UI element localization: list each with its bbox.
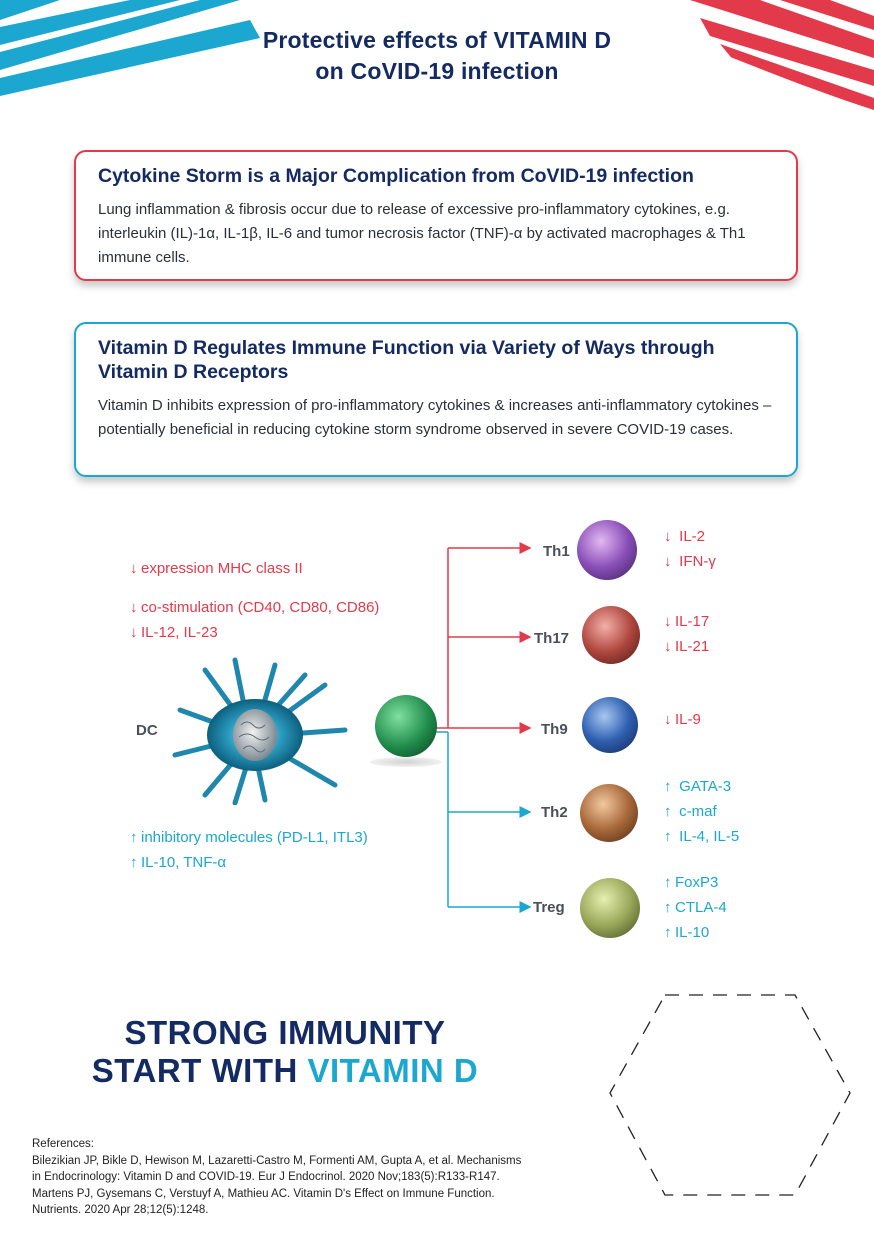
treg-label: Treg (533, 899, 565, 916)
dc-effect-down-1: ↓ expression MHC class II (130, 557, 303, 581)
header-banner: Protective effects of VITAMIN D on CoVID… (0, 0, 874, 120)
th17-effect-1: ↓ IL-17 (664, 610, 709, 634)
dc-effect-down-3: ↓ IL-12, IL-23 (130, 621, 218, 645)
down-arrow-icon: ↓ (130, 624, 138, 641)
down-arrow-icon: ↓ (664, 553, 672, 570)
treg-effect-3: ↑ IL-10 (664, 921, 709, 945)
down-arrow-icon: ↓ (664, 613, 672, 630)
references-heading: References: (32, 1138, 95, 1150)
references: References: Bilezikian JP, Bikle D, Hewi… (32, 1136, 592, 1219)
connector-lines (436, 542, 532, 913)
reference-2-line-2: Nutrients. 2020 Apr 28;12(5):1248. (32, 1204, 209, 1216)
th2-effect-1: ↑ GATA-3 (664, 775, 731, 799)
vitamin-d-heading: Vitamin D Regulates Immune Function via … (98, 337, 715, 383)
cytokine-storm-body: Lung inflammation & fibrosis occur due t… (98, 201, 746, 266)
up-arrow-icon: ↑ (664, 899, 672, 916)
treg-cell-icon (580, 878, 640, 938)
up-arrow-icon: ↑ (664, 924, 672, 941)
th2-effect-2: ↑ c-maf (664, 800, 717, 824)
cytokine-storm-box: Cytokine Storm is a Major Complication f… (74, 150, 798, 281)
reference-2-line-1: Martens PJ, Gysemans C, Verstuyf A, Math… (32, 1187, 495, 1200)
treg-effect-2: ↑ CTLA-4 (664, 896, 727, 920)
up-arrow-icon: ↑ (664, 803, 672, 820)
up-arrow-icon: ↑ (664, 778, 672, 795)
reference-1-line-1: Bilezikian JP, Bikle D, Hewison M, Lazar… (32, 1154, 522, 1167)
th2-effect-3: ↑ IL-4, IL-5 (664, 825, 739, 849)
header-decoration (0, 0, 874, 120)
th17-label: Th17 (534, 630, 570, 647)
th2-cell-icon (580, 784, 638, 842)
slogan-highlight: VITAMIN D (307, 1052, 479, 1089)
th9-label: Th9 (541, 721, 568, 738)
up-arrow-icon: ↑ (130, 829, 138, 846)
reference-1-line-2: in Endocrinology: Vitamin D and COVID-19… (32, 1171, 500, 1183)
naive-t-cell-icon (375, 695, 437, 757)
dendritic-cell-image (172, 657, 348, 805)
treg-effect-1: ↑ FoxP3 (664, 871, 718, 895)
vitamin-d-body: Vitamin D inhibits expression of pro-inf… (98, 397, 772, 438)
th9-cell-icon (582, 697, 638, 753)
page-title-line-2: on CoVID-19 infection (315, 58, 559, 84)
th17-effect-2: ↓ IL-21 (664, 635, 709, 659)
down-arrow-icon: ↓ (664, 711, 672, 728)
red-stripes (690, 0, 874, 112)
dc-label: DC (136, 722, 158, 739)
red-connectors (436, 542, 532, 734)
dashed-hexagon-placeholder (609, 994, 851, 1196)
th2-label: Th2 (541, 804, 568, 821)
slogan-line-2: START WITH VITAMIN D (91, 1052, 479, 1089)
blue-stripes (0, 0, 260, 96)
dc-effect-up-2: ↑ IL-10, TNF-α (130, 851, 226, 875)
down-arrow-icon: ↓ (664, 528, 672, 545)
th17-cell-icon (582, 606, 640, 664)
cell-shadow (370, 757, 442, 767)
dc-effect-down-2: ↓ co-stimulation (CD40, CD80, CD86) (130, 596, 379, 620)
th1-label: Th1 (543, 543, 570, 560)
up-arrow-icon: ↑ (664, 828, 672, 845)
th1-effect-1: ↓ IL-2 (664, 525, 705, 549)
up-arrow-icon: ↑ (130, 854, 138, 871)
th9-effect-1: ↓ IL-9 (664, 708, 701, 732)
th1-effect-2: ↓ IFN-γ (664, 550, 716, 574)
vitamin-d-box: Vitamin D Regulates Immune Function via … (74, 322, 798, 477)
up-arrow-icon: ↑ (664, 874, 672, 891)
dc-effect-up-1: ↑ inhibitory molecules (PD-L1, ITL3) (130, 826, 368, 850)
cytokine-storm-heading: Cytokine Storm is a Major Complication f… (98, 165, 694, 187)
down-arrow-icon: ↓ (130, 599, 138, 616)
blue-connectors (436, 731, 532, 913)
th1-cell-icon (577, 520, 637, 580)
down-arrow-icon: ↓ (664, 638, 672, 655)
page-title-line-1: Protective effects of VITAMIN D (262, 27, 612, 53)
down-arrow-icon: ↓ (130, 560, 138, 577)
slogan-line-1: STRONG IMMUNITY (124, 1014, 446, 1051)
